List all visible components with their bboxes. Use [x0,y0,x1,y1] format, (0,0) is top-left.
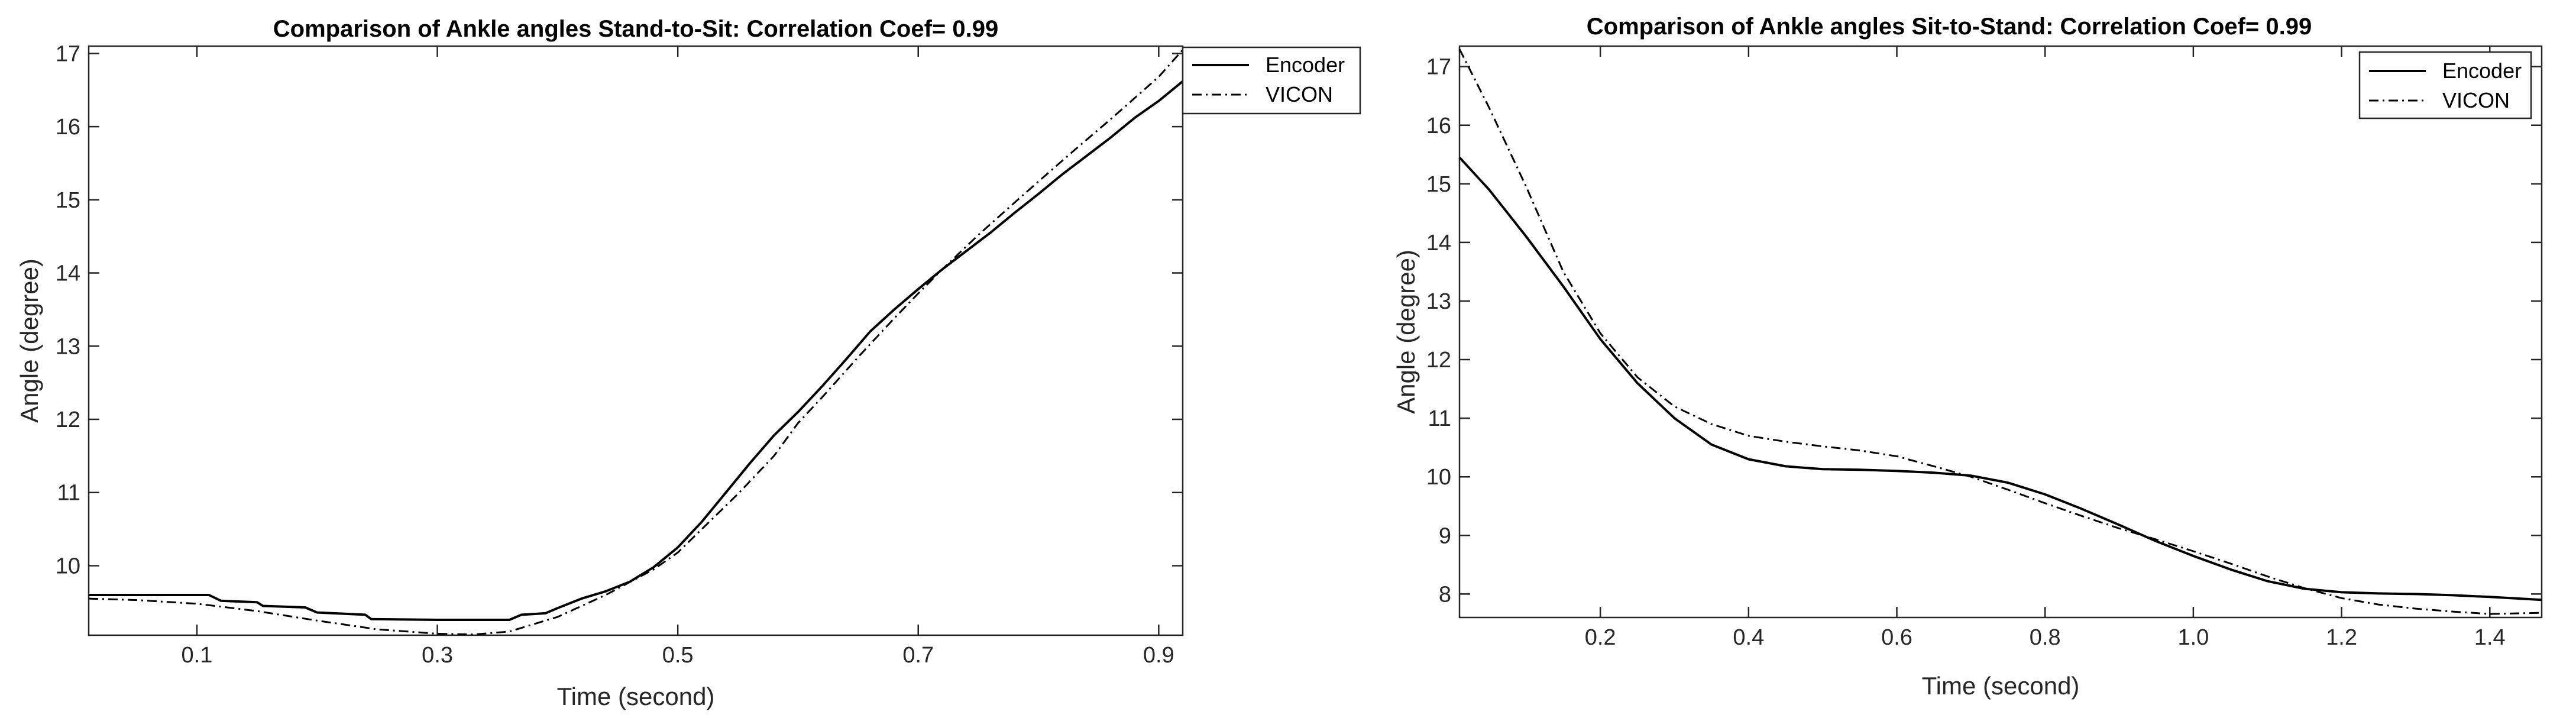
x-tick-label: 0.1 [182,643,213,668]
x-tick-label: 0.6 [1881,625,1912,650]
chart-title: Comparison of Ankle angles Sit-to-Stand:… [1587,14,2312,40]
y-tick-label: 16 [56,115,80,140]
chart-sit-to-stand: Comparison of Ankle angles Sit-to-Stand:… [1392,14,2543,700]
series-lines [1458,48,2542,615]
x-axis-label: Time (second) [557,683,715,710]
y-tick-label: 13 [1426,289,1451,314]
legend-label-encoder: Encoder [1266,53,1345,77]
x-tick-label: 0.9 [1143,643,1174,668]
y-axis-label: Angle (degree) [1392,250,1420,414]
x-tick-label: 0.5 [662,643,694,668]
x-tick-label: 1.4 [2474,625,2506,650]
y-tick-label: 17 [56,41,80,66]
y-tick-label: 10 [56,554,80,578]
x-tick-label: 0.7 [902,643,934,668]
legend-label-encoder: Encoder [2442,59,2522,83]
y-tick-label: 17 [1426,55,1451,80]
series-line-encoder [89,80,1184,621]
y-tick-label: 12 [56,407,80,432]
ticks: 0.1 0.3 0.5 0.7 0.9 10 11 12 13 14 15 16 17 [56,41,1183,668]
series-line-encoder [1458,156,2542,601]
y-tick-label: 9 [1439,523,1451,548]
y-tick-label: 11 [1428,406,1451,431]
series-line-vicon [1458,48,2542,615]
legend-box [1182,46,1361,115]
legend-label-vicon: VICON [1266,82,1333,106]
y-tick-label: 15 [56,188,80,213]
x-tick-label: 1.0 [2177,625,2209,650]
legend: Encoder VICON [1182,46,1361,115]
x-tick-label: 0.8 [2030,625,2061,650]
x-tick-label: 0.2 [1585,625,1616,650]
x-tick-label: 1.2 [2326,625,2357,650]
plot-frame [1458,45,2543,619]
series-line-vicon [88,49,1184,636]
plot-frame [88,45,1184,636]
y-tick-label: 15 [1426,172,1451,197]
y-tick-label: 8 [1439,582,1451,607]
y-tick-label: 14 [1426,231,1451,255]
series-lines [88,49,1184,636]
x-axis-label: Time (second) [1922,672,2080,700]
chart-stand-to-sit: Comparison of Ankle angles Stand-to-Sit:… [15,16,1361,710]
legend: Encoder VICON [2358,51,2532,119]
y-tick-label: 16 [1426,114,1451,138]
chart-title: Comparison of Ankle angles Stand-to-Sit:… [273,16,998,42]
y-tick-label: 13 [56,334,80,359]
y-axis-label: Angle (degree) [15,258,43,423]
ticks: 0.2 0.4 0.6 0.8 1.0 1.2 1.4 8 9 10 11 12 13 14 15 16 17 [1426,46,2542,650]
x-tick-label: 0.4 [1733,625,1764,650]
y-tick-label: 14 [56,261,80,286]
y-tick-label: 10 [1426,465,1451,490]
legend-box [2358,51,2532,119]
y-tick-label: 12 [1426,348,1451,373]
legend-label-vicon: VICON [2442,88,2510,112]
y-tick-label: 11 [57,481,80,506]
x-tick-label: 0.3 [422,643,453,668]
